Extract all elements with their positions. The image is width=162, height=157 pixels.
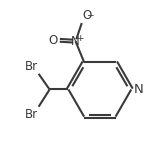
Text: N: N [134,83,144,96]
Text: N: N [71,35,80,48]
Text: O: O [82,9,91,22]
Text: Br: Br [25,108,38,121]
Text: O: O [49,34,58,47]
Text: +: + [76,34,84,43]
Text: Br: Br [25,60,38,73]
Text: −: − [86,11,94,20]
